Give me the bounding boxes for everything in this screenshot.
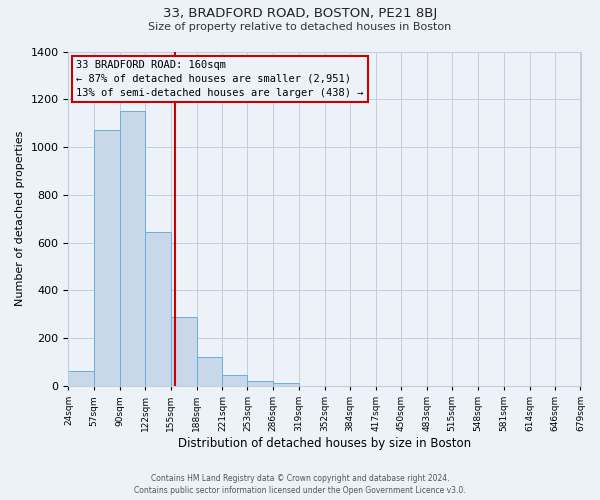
Bar — [120, 111, 145, 386]
Text: Size of property relative to detached houses in Boston: Size of property relative to detached ho… — [148, 22, 452, 32]
X-axis label: Distribution of detached houses by size in Boston: Distribution of detached houses by size … — [178, 437, 471, 450]
Bar — [145, 232, 171, 386]
Text: 33 BRADFORD ROAD: 160sqm
← 87% of detached houses are smaller (2,951)
13% of sem: 33 BRADFORD ROAD: 160sqm ← 87% of detach… — [76, 60, 364, 98]
Bar — [94, 130, 120, 386]
Bar — [68, 370, 94, 386]
Bar — [247, 381, 273, 386]
Text: Contains HM Land Registry data © Crown copyright and database right 2024.
Contai: Contains HM Land Registry data © Crown c… — [134, 474, 466, 495]
Text: 33, BRADFORD ROAD, BOSTON, PE21 8BJ: 33, BRADFORD ROAD, BOSTON, PE21 8BJ — [163, 8, 437, 20]
Bar — [197, 358, 223, 386]
Y-axis label: Number of detached properties: Number of detached properties — [15, 131, 25, 306]
Bar — [273, 383, 299, 386]
Bar — [171, 316, 197, 386]
Bar — [223, 374, 247, 386]
